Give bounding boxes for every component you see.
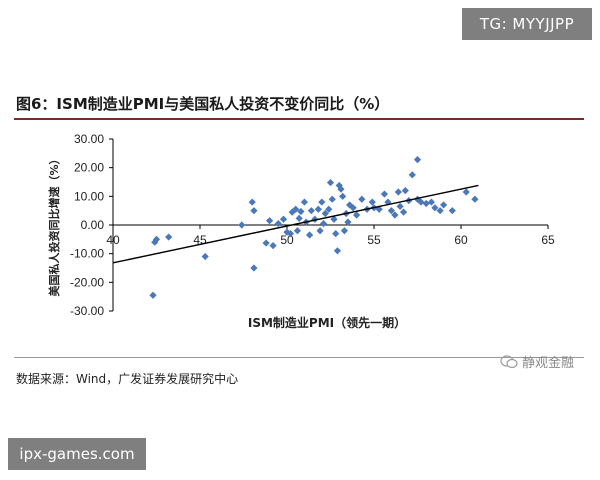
data-point (269, 242, 277, 250)
data-point (311, 215, 319, 223)
data-point (413, 156, 422, 164)
data-point (238, 221, 246, 229)
data-point (201, 252, 209, 261)
title-rule (14, 118, 584, 120)
y-tick-label: 30.00 (74, 132, 104, 146)
data-point (396, 202, 404, 210)
x-tick-label: 55 (367, 233, 381, 247)
data-point (149, 291, 157, 299)
data-point (394, 188, 402, 196)
data-point (321, 209, 329, 218)
data-point (316, 227, 324, 235)
data-point (353, 211, 361, 219)
data-point (422, 199, 430, 208)
y-tick-label: -30.00 (70, 304, 104, 318)
data-point (300, 198, 308, 206)
data-point (344, 218, 352, 226)
data-point (165, 233, 173, 241)
y-tick-label: 10.00 (74, 189, 104, 203)
data-point (326, 178, 335, 187)
data-point (399, 208, 408, 216)
data-point (288, 208, 296, 216)
data-point (440, 201, 448, 209)
data-point (306, 231, 314, 239)
data-point (319, 219, 328, 228)
data-point (436, 207, 444, 215)
x-axis-label: ISM制造业PMI（领先一期） (248, 315, 406, 330)
data-point (358, 195, 366, 203)
data-point (262, 239, 270, 247)
data-point (391, 211, 399, 219)
data-point (375, 205, 383, 213)
data-point (292, 205, 300, 213)
data-point (387, 207, 395, 215)
data-point (471, 195, 479, 203)
x-tick-label: 40 (106, 233, 120, 247)
y-tick-label: -20.00 (70, 275, 104, 289)
site-tag: ipx-games.com (8, 438, 146, 470)
data-point (337, 185, 345, 193)
data-point (401, 187, 409, 195)
brand-label: 静观金融 (522, 356, 575, 371)
data-points (149, 156, 479, 299)
data-point (333, 247, 342, 255)
y-tick-label: 20.00 (74, 161, 104, 175)
data-point (152, 235, 161, 243)
data-point (427, 198, 436, 206)
data-point (340, 227, 349, 235)
wechat-icon (500, 354, 518, 368)
source-note: 数据来源：Wind，广发证券发展研究中心 (16, 372, 239, 386)
data-point (297, 207, 305, 216)
data-point (307, 207, 315, 215)
data-point (314, 205, 322, 213)
scatter-chart: 美国私人投资同比增速（%） 40 45 50 55 60 65 30.0020.0010.… (47, 132, 555, 330)
data-point (332, 230, 340, 238)
channel-tag: TG: MYYJJPP (462, 8, 592, 40)
data-point (274, 219, 282, 228)
data-point (248, 198, 256, 206)
data-point (295, 214, 303, 223)
y-axis-title: 美国私人投资同比增速（%） (47, 153, 61, 296)
trend-line (112, 184, 479, 264)
data-point (328, 195, 336, 203)
data-point (380, 190, 389, 198)
data-point (286, 230, 295, 238)
data-point (318, 198, 326, 206)
bottom-rule (14, 357, 584, 358)
data-point (417, 198, 425, 206)
data-point (250, 264, 258, 272)
data-point (330, 215, 338, 223)
x-tick-label: 60 (454, 233, 468, 247)
data-point (293, 227, 302, 235)
x-tick-labels: 40 45 50 55 60 65 (106, 225, 555, 247)
data-point (431, 204, 439, 212)
data-point (349, 204, 357, 212)
figure-title: 图6：ISM制造业PMI与美国私人投资不变价同比（%） (16, 95, 390, 113)
data-point (250, 207, 258, 215)
data-point (266, 217, 274, 225)
data-point (325, 205, 333, 213)
brand-watermark: 静观金融 (500, 352, 574, 371)
y-axis-label: 美国私人投资同比增速（%） (47, 153, 61, 296)
data-point (368, 198, 376, 206)
data-point (462, 188, 470, 196)
data-point (279, 215, 288, 223)
y-tick-labels: 30.00 20.00 10.00 0.00 -10.00 -20.00 -30.00 (70, 132, 113, 318)
data-point (448, 207, 456, 215)
data-point (408, 171, 416, 179)
data-point (339, 192, 347, 200)
x-tick-label: 65 (541, 233, 555, 247)
y-tick-label: -10.00 (70, 247, 104, 261)
y-tick-label: 0.00 (81, 218, 105, 232)
